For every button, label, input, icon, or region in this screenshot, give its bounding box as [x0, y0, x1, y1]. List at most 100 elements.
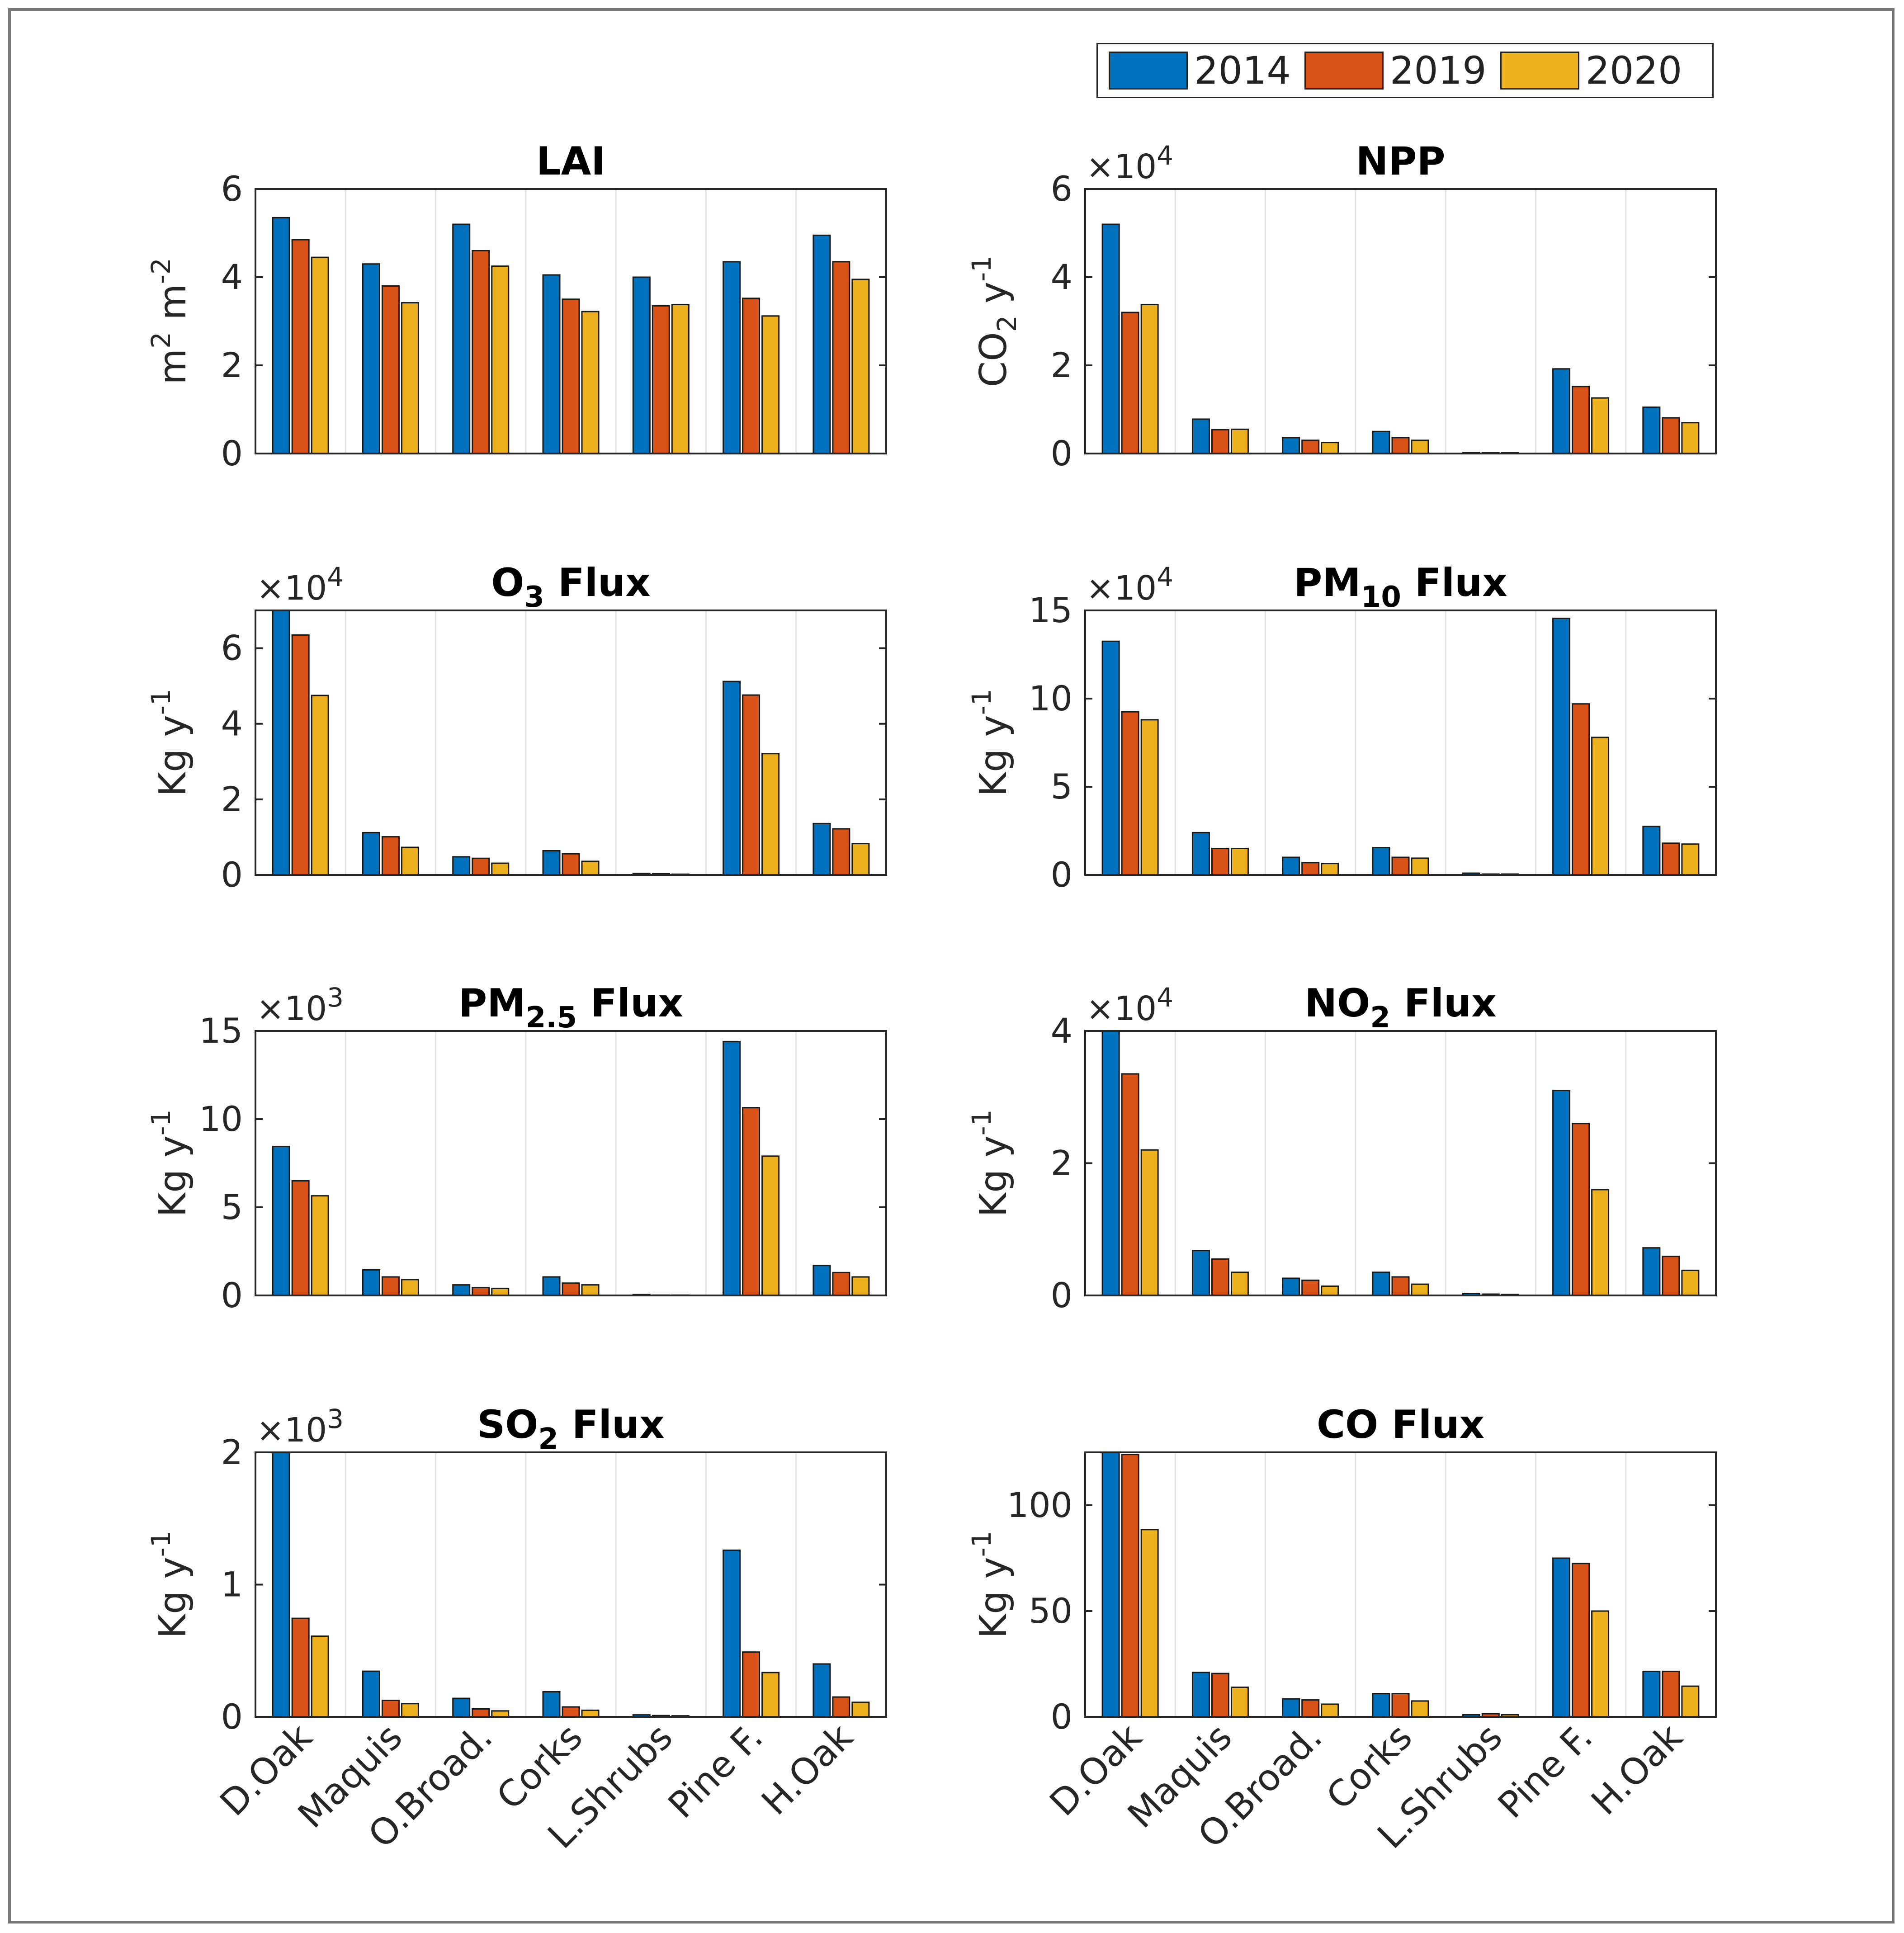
bar — [1282, 1277, 1300, 1296]
y-axis-label: Kg y-1 — [966, 689, 1015, 796]
bar — [562, 298, 580, 454]
bar — [401, 1703, 419, 1718]
y-tick-label: 15 — [1029, 590, 1072, 630]
bar — [491, 862, 510, 876]
bar — [1321, 1286, 1339, 1296]
bar — [1681, 843, 1700, 876]
bar — [1321, 442, 1339, 454]
y-exponent-label: ×104 — [1086, 982, 1173, 1028]
y-tick-label: 0 — [1051, 1275, 1072, 1315]
panel-title: NPP — [1356, 139, 1445, 184]
bar — [562, 1706, 580, 1718]
bar — [1282, 856, 1300, 876]
y-axis-label: m2 m-2 — [146, 258, 194, 385]
bar — [472, 857, 490, 876]
bar — [723, 1040, 741, 1296]
bar — [1191, 1672, 1210, 1718]
figure-frame — [8, 8, 1895, 1924]
axes-box — [255, 610, 887, 876]
y-tick-label: 4 — [221, 257, 243, 297]
y-tick-label: 0 — [1051, 855, 1072, 895]
y-tick-label: 100 — [1007, 1485, 1072, 1525]
bar — [542, 1691, 561, 1718]
bar — [401, 302, 419, 454]
panel-title: CO Flux — [1317, 1402, 1484, 1447]
bar — [291, 239, 310, 454]
bar — [832, 261, 850, 454]
bar — [581, 311, 600, 454]
y-tick-label: 2 — [221, 345, 243, 385]
legend-swatch-2020 — [1500, 52, 1579, 90]
bar — [452, 223, 471, 454]
y-tick-label: 2 — [221, 1432, 243, 1472]
bar — [381, 1699, 400, 1718]
y-tick-label: 2 — [1051, 1143, 1072, 1183]
axes-box — [1084, 1451, 1717, 1718]
x-tick-label: H.Oak — [1583, 1716, 1691, 1823]
bar — [813, 1663, 831, 1718]
y-exponent-label: ×103 — [256, 982, 344, 1028]
bar — [1140, 303, 1159, 454]
bar — [452, 856, 471, 876]
panel-title: PM10 Flux — [1294, 560, 1507, 614]
legend-swatch-2014 — [1109, 52, 1188, 90]
bar — [1572, 703, 1590, 876]
legend: 2014 2019 2020 — [1096, 43, 1714, 98]
y-tick-label: 5 — [221, 1187, 243, 1227]
bar — [1101, 223, 1120, 454]
bar — [832, 828, 850, 876]
bar — [362, 1670, 380, 1718]
bar — [1101, 640, 1120, 876]
bar — [851, 1276, 870, 1296]
bar — [1411, 1283, 1429, 1296]
axes-box — [1084, 1030, 1717, 1296]
bar — [452, 1284, 471, 1296]
y-tick-label: 6 — [221, 169, 243, 209]
bar — [1642, 406, 1661, 454]
bar — [1662, 417, 1680, 454]
bar — [1140, 1149, 1159, 1296]
bar — [1552, 1557, 1571, 1718]
y-tick-label: 2 — [221, 779, 243, 819]
bar — [742, 1651, 761, 1718]
y-exponent-label: ×104 — [1086, 140, 1173, 186]
bar — [491, 1287, 510, 1296]
bar — [1552, 368, 1571, 454]
y-axis-label: Kg y-1 — [146, 1109, 194, 1217]
bar — [851, 843, 870, 876]
bar — [1121, 1454, 1139, 1718]
bar — [1642, 826, 1661, 876]
y-tick-label: 50 — [1029, 1591, 1072, 1631]
bar — [1681, 1685, 1700, 1718]
bar — [1411, 440, 1429, 454]
y-tick-label: 0 — [221, 855, 243, 895]
bar — [813, 234, 831, 454]
bar — [1211, 1258, 1229, 1296]
panel-5: 0 2 4 ×104 NO2 Flux Kg y-1 — [966, 981, 1717, 1315]
bar — [1391, 1276, 1410, 1296]
bar — [1301, 1279, 1320, 1296]
bar — [1552, 1090, 1571, 1296]
y-axis-label: Kg y-1 — [966, 1109, 1015, 1217]
legend-item-2020: 2020 — [1500, 48, 1682, 93]
y-tick-label: 1 — [221, 1564, 243, 1605]
bar — [813, 822, 831, 876]
bar — [742, 694, 761, 876]
bar — [1662, 842, 1680, 876]
y-tick-label: 6 — [221, 628, 243, 668]
bar — [1642, 1247, 1661, 1296]
y-tick-label: 0 — [1051, 433, 1072, 473]
panel-3: 0 5 10 15 ×104 PM10 Flux Kg y-1 — [966, 560, 1717, 895]
bar — [1642, 1670, 1661, 1718]
bar — [761, 1155, 780, 1296]
y-tick-label: 0 — [1051, 1697, 1072, 1737]
bar — [1211, 848, 1229, 876]
axes-box — [1084, 188, 1717, 454]
bar — [1572, 1563, 1590, 1718]
bar — [542, 1276, 561, 1296]
bar — [1391, 437, 1410, 454]
bar — [723, 1549, 741, 1718]
y-tick-label: 0 — [221, 1697, 243, 1737]
legend-label-2019: 2019 — [1389, 48, 1487, 93]
